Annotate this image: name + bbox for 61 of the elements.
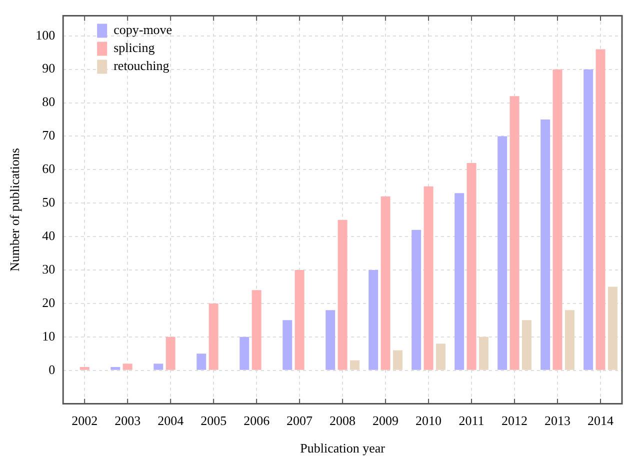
y-tick-label: 30 bbox=[42, 261, 56, 276]
bar bbox=[80, 367, 90, 370]
bar bbox=[392, 350, 402, 370]
bar bbox=[326, 310, 336, 370]
x-tick-label: 2013 bbox=[544, 413, 571, 428]
y-tick-label: 40 bbox=[42, 228, 56, 243]
y-tick-label: 80 bbox=[42, 94, 56, 110]
bar bbox=[608, 286, 618, 370]
legend-label: retouching bbox=[114, 58, 170, 74]
bar bbox=[510, 96, 520, 370]
bar bbox=[240, 336, 250, 370]
x-tick-label: 2009 bbox=[372, 413, 399, 428]
bar bbox=[522, 320, 532, 370]
bar bbox=[110, 367, 120, 370]
bar bbox=[196, 354, 206, 370]
x-tick-label: 2011 bbox=[458, 413, 484, 428]
x-tick-label: 2003 bbox=[114, 413, 141, 428]
bar bbox=[540, 119, 550, 370]
bar bbox=[350, 360, 360, 370]
bar bbox=[454, 193, 464, 370]
x-tick-label: 2012 bbox=[502, 413, 528, 428]
x-tick-label: 2002 bbox=[72, 413, 98, 428]
bar bbox=[424, 186, 434, 370]
bar bbox=[294, 270, 304, 370]
x-axis-title: Publication year bbox=[300, 440, 386, 456]
bar bbox=[478, 336, 488, 370]
x-tick-label: 2004 bbox=[158, 413, 184, 428]
bar bbox=[380, 196, 390, 370]
bar bbox=[208, 303, 218, 370]
bar bbox=[596, 49, 606, 370]
bar bbox=[368, 270, 378, 370]
y-tick-label: 70 bbox=[42, 128, 56, 143]
bar bbox=[166, 336, 176, 370]
bar bbox=[412, 230, 422, 370]
y-tick-label: 60 bbox=[42, 161, 56, 176]
bar bbox=[282, 320, 292, 370]
bar bbox=[584, 69, 594, 370]
bar bbox=[436, 344, 446, 370]
y-tick-label: 50 bbox=[42, 194, 56, 210]
y-tick-label: 10 bbox=[42, 328, 56, 344]
y-tick-label: 90 bbox=[42, 60, 56, 76]
x-tick-label: 2007 bbox=[286, 413, 314, 428]
y-tick-label: 0 bbox=[48, 362, 56, 377]
legend-label: splicing bbox=[114, 40, 156, 56]
bar bbox=[498, 136, 508, 370]
x-tick-label: 2010 bbox=[416, 413, 442, 428]
x-tick-label: 2014 bbox=[588, 413, 614, 428]
y-axis-title: Number of publications bbox=[7, 148, 22, 272]
bar bbox=[122, 364, 132, 370]
x-tick-label: 2006 bbox=[244, 413, 270, 428]
bar bbox=[552, 69, 562, 370]
bar bbox=[564, 310, 574, 370]
bar bbox=[154, 364, 164, 370]
y-tick-label: 20 bbox=[42, 294, 56, 310]
bar bbox=[338, 220, 348, 370]
legend-label: copy-move bbox=[114, 22, 172, 38]
y-tick-label: 100 bbox=[36, 27, 56, 42]
x-tick-label: 2005 bbox=[200, 413, 227, 428]
bar bbox=[466, 162, 476, 370]
x-tick-label: 2008 bbox=[330, 413, 356, 428]
bar bbox=[252, 290, 262, 370]
